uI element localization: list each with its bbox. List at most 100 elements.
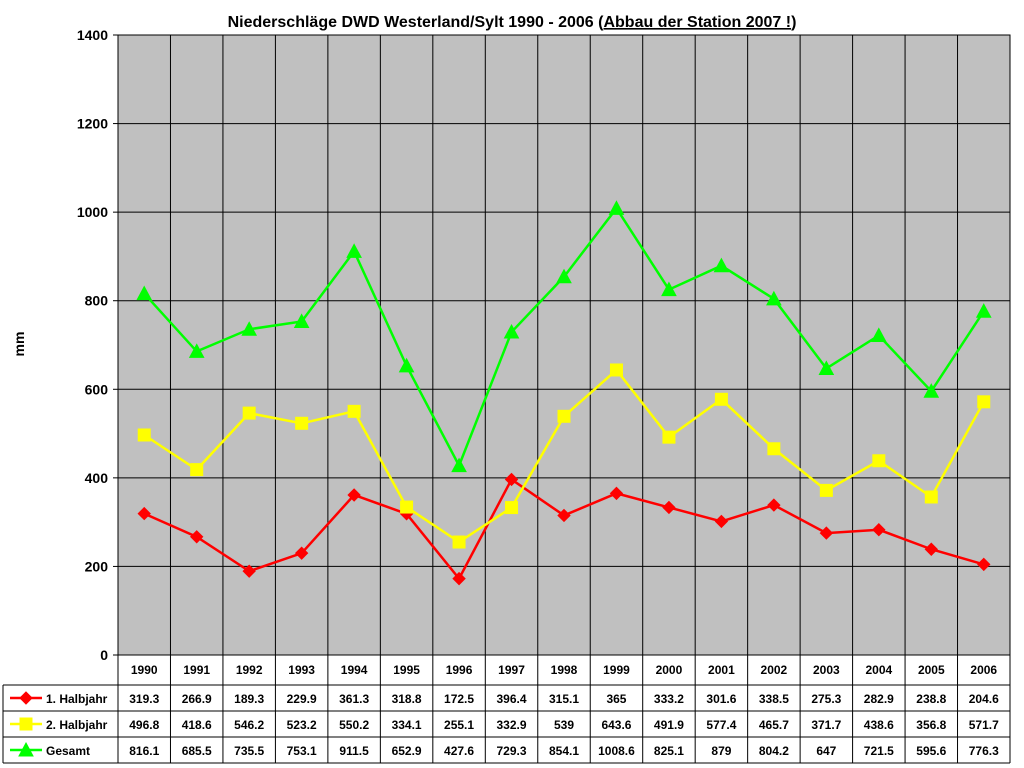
series-2-point [505, 501, 519, 515]
series-3-point [713, 257, 730, 273]
series-1-point [924, 542, 939, 556]
table-value-cell: 189.3 [234, 692, 264, 706]
series-2-point [452, 535, 466, 549]
table-value-cell: 825.1 [654, 744, 684, 758]
data-table: 1990 1991 1992 1993 1994 1995 1996 1997 1998 1999… [2, 654, 1011, 764]
series-3-point [136, 285, 153, 301]
series-3-point [818, 360, 835, 375]
table-year-label: 1994 [341, 663, 368, 677]
table-value-cell: 361.3 [339, 692, 369, 706]
chart-title: Niederschläge DWD Westerland/Sylt 1990 -… [228, 14, 797, 31]
table-value-cell: 229.9 [287, 692, 317, 706]
series-1-point [242, 564, 256, 578]
table-year-label: 2003 [813, 663, 840, 677]
table-value-cell: 332.9 [497, 718, 527, 732]
table-value-cell: 753.1 [287, 744, 317, 758]
table-value-cell: 427.6 [444, 744, 474, 758]
series-3-point [293, 313, 310, 328]
y-tick-label: 200 [85, 558, 109, 574]
table-value-cell: 266.9 [182, 692, 212, 706]
y-tick-label: 800 [85, 293, 109, 309]
series-1-point [767, 498, 781, 512]
series-1-point [137, 506, 151, 521]
table-value-cell: 496.8 [129, 718, 159, 732]
table-value-cell: 356.8 [916, 718, 946, 732]
table-value-cell: 721.5 [864, 744, 894, 758]
table-value-cell: 523.2 [287, 718, 317, 732]
table-value-cell: 255.1 [444, 718, 474, 732]
table-value-cell: 735.5 [234, 744, 264, 758]
series-2-point [242, 406, 256, 420]
table-year-label: 1995 [393, 663, 420, 677]
table-value-cell: 418.6 [182, 718, 212, 732]
table-value-cell: 315.1 [549, 692, 579, 706]
y-tick-label: 0 [100, 647, 108, 663]
series-1-point [819, 526, 834, 540]
legend-key-marker-3 [18, 741, 34, 757]
series-3-point [398, 357, 415, 373]
series-2-point [872, 454, 886, 468]
table-year-label: 1997 [498, 663, 525, 677]
table-value-cell: 643.6 [601, 718, 631, 732]
table-value-cell: 318.8 [392, 692, 422, 706]
table-value-cell: 804.2 [759, 744, 789, 758]
series-2-point [295, 416, 309, 430]
legend-series-name-3: Gesamt [46, 744, 90, 758]
series-2-point [400, 500, 414, 514]
legend-key-marker-2 [19, 717, 33, 731]
table-value-cell: 204.6 [969, 692, 999, 706]
table-year-label: 2000 [656, 663, 683, 677]
series-1-point [977, 557, 991, 572]
series-1-point [557, 508, 571, 523]
table-value-cell: 550.2 [339, 718, 369, 732]
table-value-cell: 282.9 [864, 692, 894, 706]
table-value-cell: 911.5 [339, 744, 369, 758]
table-value-cell: 365 [606, 692, 626, 706]
series-3-point [451, 457, 467, 473]
series-2-point [714, 392, 728, 406]
table-year-label: 2002 [761, 663, 788, 677]
table-value-cell: 238.8 [916, 692, 946, 706]
series-2-point [662, 430, 676, 444]
table-year-label: 1999 [603, 663, 630, 677]
series-2-point [977, 395, 991, 409]
table-value-cell: 371.7 [811, 718, 841, 732]
table-year-label: 2006 [970, 663, 997, 677]
y-tick-label: 1000 [77, 204, 108, 220]
series-2-point [190, 463, 204, 477]
table-year-label: 2004 [865, 663, 892, 677]
table-value-cell: 396.4 [497, 692, 527, 706]
series-3-point [346, 243, 362, 258]
series-1-point [609, 486, 624, 501]
series-3-point [241, 321, 258, 336]
table-value-cell: 301.6 [706, 692, 736, 706]
table-value-cell: 546.2 [234, 718, 264, 732]
series-3-point [923, 383, 940, 398]
series-3-point [503, 323, 520, 339]
series-1-point [662, 500, 676, 515]
table-value-cell: 685.5 [182, 744, 212, 758]
table-value-cell: 333.2 [654, 692, 684, 706]
table-value-cell: 438.6 [864, 718, 894, 732]
table-value-cell: 334.1 [392, 718, 422, 732]
table-year-label: 1990 [131, 663, 158, 677]
series-1-point [452, 571, 466, 586]
series-3-point [870, 327, 887, 342]
series-1-point [872, 523, 886, 537]
table-year-label: 1991 [183, 663, 210, 677]
series-3-point [556, 268, 572, 284]
table-year-label: 2001 [708, 663, 735, 677]
table-value-cell: 465.7 [759, 718, 789, 732]
series-3-point [608, 200, 625, 215]
series-2-point [347, 404, 361, 418]
table-value-cell: 338.5 [759, 692, 789, 706]
table-value-cell: 879 [711, 744, 731, 758]
series-1-point [189, 530, 204, 544]
table-value-cell: 571.7 [969, 718, 999, 732]
table-value-cell: 595.6 [916, 744, 946, 758]
y-tick-label: 600 [85, 381, 109, 397]
series-3-point [188, 343, 205, 358]
table-value-cell: 172.5 [444, 692, 474, 706]
series-2-point [609, 363, 623, 377]
table-value-cell: 275.3 [811, 692, 841, 706]
